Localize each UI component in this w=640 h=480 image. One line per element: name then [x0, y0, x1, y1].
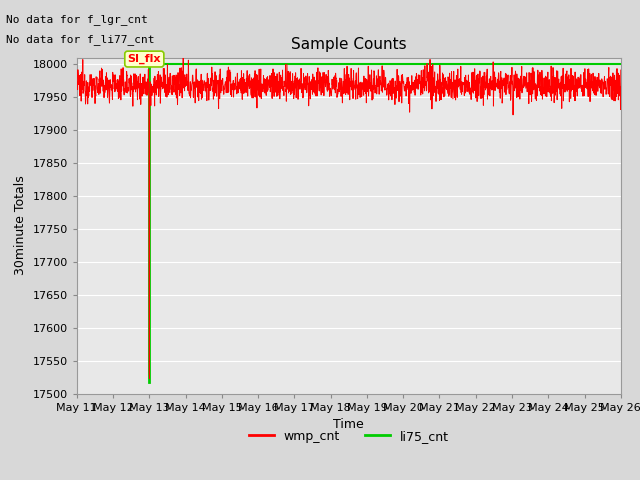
Text: No data for f_lgr_cnt: No data for f_lgr_cnt	[6, 14, 148, 25]
Text: SI_flx: SI_flx	[127, 54, 161, 64]
Y-axis label: 30minute Totals: 30minute Totals	[14, 176, 27, 276]
Title: Sample Counts: Sample Counts	[291, 37, 406, 52]
Text: No data for f_li77_cnt: No data for f_li77_cnt	[6, 34, 155, 45]
X-axis label: Time: Time	[333, 418, 364, 431]
Legend: wmp_cnt, li75_cnt: wmp_cnt, li75_cnt	[244, 425, 454, 448]
